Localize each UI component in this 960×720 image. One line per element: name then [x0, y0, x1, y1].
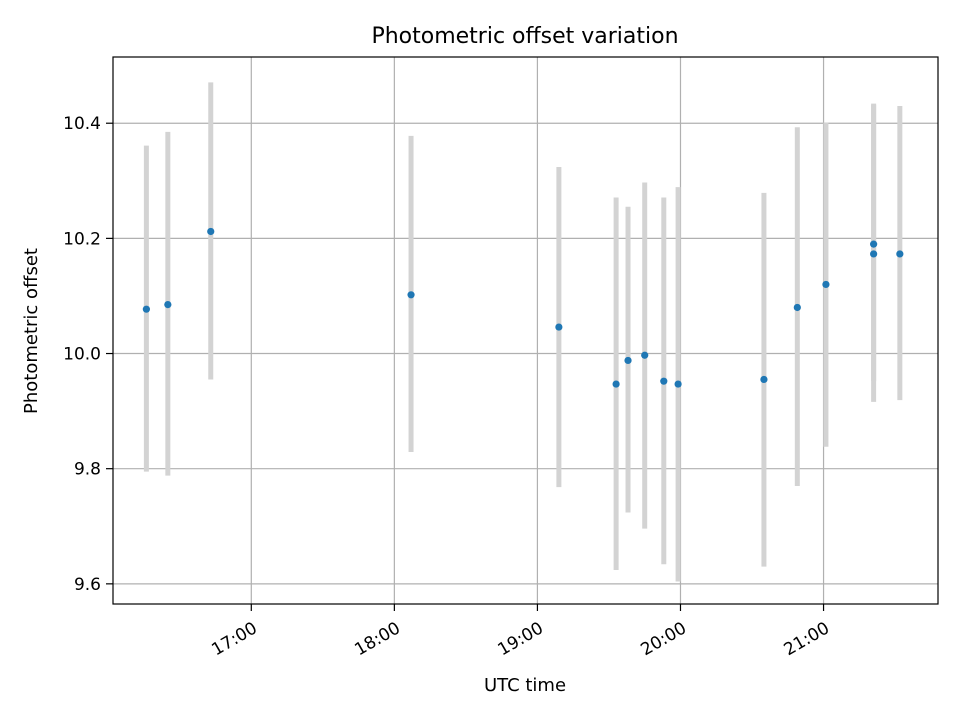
- data-point: [555, 323, 563, 331]
- data-point: [896, 250, 904, 258]
- y-tick-label: 10.4: [63, 114, 101, 134]
- y-tick-label: 9.8: [74, 460, 101, 480]
- data-point: [612, 380, 620, 388]
- x-tick-label: 18:00: [351, 618, 403, 660]
- data-point: [674, 380, 682, 388]
- x-tick-label: 17:00: [208, 618, 260, 660]
- y-tick-label: 10.0: [63, 345, 101, 365]
- data-point: [624, 356, 632, 365]
- data-point: [660, 377, 668, 385]
- data-point: [870, 250, 878, 258]
- data-point: [142, 305, 150, 313]
- x-axis-ticks: 17:00 18:00 19:00 20:00 21:00: [208, 604, 833, 660]
- data-markers: [142, 227, 904, 388]
- data-point: [793, 303, 801, 312]
- grid: [113, 57, 938, 604]
- x-tick-label: 20:00: [638, 618, 690, 660]
- y-tick-label: 9.6: [74, 575, 101, 595]
- data-point: [870, 240, 878, 248]
- data-point: [207, 227, 215, 236]
- data-point: [822, 280, 830, 289]
- error-bars: [143, 82, 903, 582]
- x-tick-label: 21:00: [781, 618, 833, 660]
- y-axis-ticks: 9.6 9.8 10.0 10.2 10.4: [63, 114, 113, 595]
- y-tick-label: 10.2: [63, 229, 101, 249]
- plot-area-frame: [112, 56, 939, 605]
- data-point: [164, 300, 172, 309]
- data-point: [760, 375, 768, 384]
- chart-title: Photometric offset variation: [371, 24, 678, 49]
- y-axis-label: Photometric offset: [21, 248, 42, 414]
- data-point: [641, 351, 649, 359]
- x-tick-label: 19:00: [494, 618, 546, 660]
- x-axis-label: UTC time: [484, 675, 566, 696]
- data-point: [407, 291, 415, 299]
